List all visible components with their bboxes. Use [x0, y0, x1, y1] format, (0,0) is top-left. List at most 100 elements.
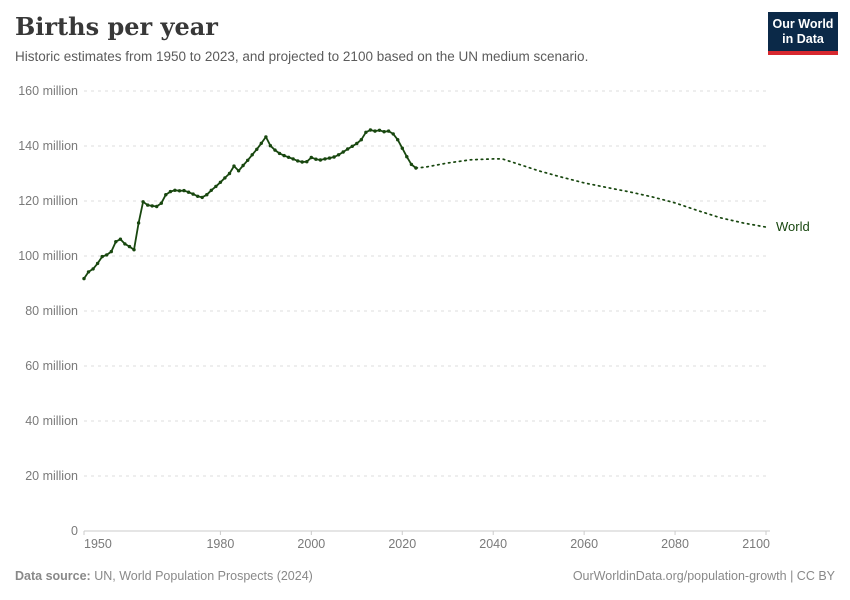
data-point-marker: [109, 249, 114, 254]
data-point-marker: [405, 155, 409, 159]
data-point-marker: [205, 193, 209, 197]
data-point-marker: [200, 195, 204, 200]
data-point-marker: [296, 159, 300, 163]
data-point-marker: [164, 193, 168, 197]
data-point-marker: [364, 130, 368, 134]
data-point-marker: [268, 144, 273, 148]
owid-logo-line2: in Data: [782, 32, 824, 46]
credit-line: OurWorldinData.org/population-growth | C…: [572, 569, 835, 583]
data-point-marker: [241, 163, 245, 168]
y-axis-tick-label: 120 million: [18, 194, 78, 208]
x-axis-tick-label: 2080: [661, 537, 689, 551]
data-source-label: Data source:: [15, 569, 91, 583]
x-axis-tick-label: 1950: [84, 537, 112, 551]
data-point-marker: [409, 162, 414, 167]
data-point-marker: [305, 160, 309, 164]
y-axis-tick-label: 20 million: [25, 469, 78, 483]
data-point-marker: [273, 148, 277, 152]
data-point-marker: [368, 128, 373, 132]
data-point-marker: [259, 141, 263, 145]
data-point-marker: [223, 176, 227, 180]
data-point-marker: [95, 261, 100, 266]
data-point-marker: [155, 204, 159, 209]
data-point-marker: [282, 153, 286, 158]
owid-logo: Our World in Data: [768, 12, 838, 55]
data-point-marker: [382, 130, 386, 134]
data-point-marker: [314, 157, 318, 161]
series-end-label: World: [776, 219, 810, 234]
data-point-marker: [173, 188, 177, 192]
data-point-marker: [218, 180, 223, 184]
data-point-marker: [136, 221, 141, 225]
y-axis-tick-label: 160 million: [18, 84, 78, 98]
data-point-marker: [291, 157, 295, 161]
data-point-marker: [127, 244, 132, 249]
data-point-marker: [386, 129, 391, 133]
page-title: Births per year: [15, 12, 218, 41]
x-axis-tick-label: 1980: [206, 537, 234, 551]
chart-svg: 0 20 million 40 million 60 million 80 millio…: [18, 84, 810, 551]
data-point-marker: [396, 138, 400, 142]
data-point-marker: [359, 138, 363, 142]
data-source-text: UN, World Population Prospects (2024): [90, 569, 313, 583]
data-point-marker: [100, 254, 104, 259]
x-axis-tick-label: 2000: [297, 537, 325, 551]
data-point-marker: [114, 240, 118, 244]
y-axis-tick-label: 100 million: [18, 249, 78, 263]
data-point-marker: [346, 147, 350, 151]
x-axis-tick-label: 2060: [570, 537, 598, 551]
data-point-marker: [214, 184, 218, 189]
data-point-marker: [168, 189, 173, 194]
data-point-marker: [255, 147, 259, 151]
data-point-marker: [350, 144, 354, 148]
data-point-marker: [250, 153, 254, 157]
x-axis-tick-label: 2100: [742, 537, 770, 551]
projection-line: [415, 158, 767, 228]
data-point-marker: [182, 188, 186, 193]
data-point-marker: [323, 157, 327, 161]
x-axis-tick-label: 2020: [388, 537, 416, 551]
chart-subtitle: Historic estimates from 1950 to 2023, an…: [15, 49, 589, 64]
data-point-marker: [118, 237, 123, 241]
data-point-marker: [86, 270, 91, 274]
data-point-marker: [236, 169, 241, 173]
data-point-marker: [246, 158, 250, 162]
data-point-marker: [327, 156, 332, 160]
data-point-marker: [286, 155, 291, 159]
y-axis-tick-label: 40 million: [25, 414, 78, 428]
data-point-marker: [132, 248, 136, 252]
data-point-marker: [186, 190, 191, 194]
chart-footer: Data source: UN, World Population Prospe…: [15, 569, 835, 583]
data-point-marker: [341, 150, 345, 154]
data-point-marker: [300, 160, 304, 164]
data-point-marker: [146, 203, 150, 207]
data-point-marker: [277, 151, 282, 156]
data-point-marker: [196, 194, 200, 198]
y-axis-tick-label: 60 million: [25, 359, 78, 373]
data-point-marker: [391, 132, 395, 136]
data-point-marker: [318, 158, 323, 162]
y-axis-tick-label: 0: [71, 524, 78, 538]
data-point-marker: [377, 128, 382, 132]
data-point-marker: [309, 155, 313, 160]
data-point-marker: [159, 201, 163, 205]
data-point-marker: [209, 188, 213, 192]
x-axis-tick-label: 2040: [479, 537, 507, 551]
data-point-marker: [332, 155, 336, 159]
data-point-marker: [105, 253, 109, 257]
data-point-marker: [177, 189, 182, 193]
data-point-marker: [232, 164, 236, 168]
data-point-marker: [191, 192, 195, 196]
data-point-marker: [91, 267, 95, 271]
data-point-marker: [400, 146, 404, 150]
data-point-marker: [227, 171, 232, 176]
data-point-marker: [373, 129, 377, 133]
data-point-marker: [150, 204, 154, 208]
data-point-marker: [264, 135, 268, 139]
data-source: Data source: UN, World Population Prospe…: [15, 569, 313, 583]
data-point-marker: [123, 242, 127, 246]
y-axis-tick-label: 140 million: [18, 139, 78, 153]
owid-logo-line1: Our World: [772, 17, 834, 31]
y-axis-tick-label: 80 million: [25, 304, 78, 318]
